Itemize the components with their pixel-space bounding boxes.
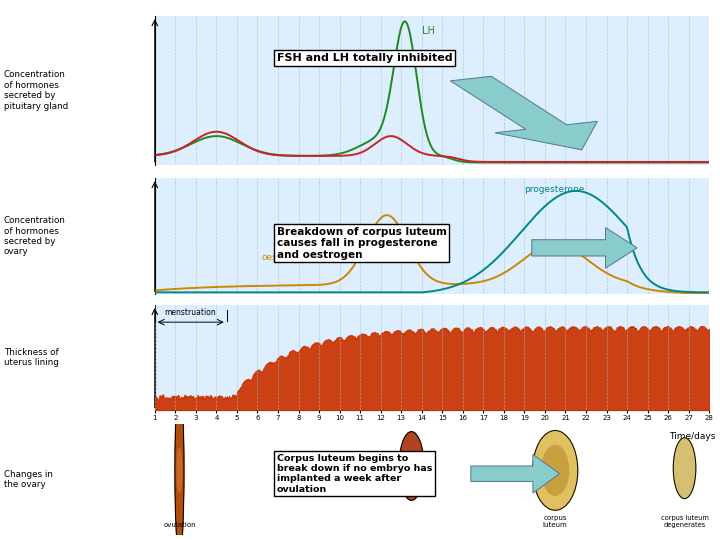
Ellipse shape [533,430,577,510]
Polygon shape [450,76,598,150]
Text: Breakdown of corpus luteum
causes fall in progesterone
and oestrogen: Breakdown of corpus luteum causes fall i… [276,227,446,260]
Text: Concentration
of hormones
secreted by
pituitary gland: Concentration of hormones secreted by pi… [4,70,68,111]
Ellipse shape [542,446,569,495]
Ellipse shape [175,385,184,540]
Ellipse shape [177,449,181,492]
Text: corpus luteum
degenerates: corpus luteum degenerates [661,515,708,528]
Ellipse shape [673,438,696,498]
Text: Time/days: Time/days [669,433,716,442]
Text: Corpus luteum begins to
break down if no embryo has
implanted a week after
ovula: Corpus luteum begins to break down if no… [276,454,432,494]
Text: Concentration
of hormones
secreted by
ovary: Concentration of hormones secreted by ov… [4,216,66,256]
Text: ovulation: ovulation [163,522,196,528]
Text: corpus
luteum: corpus luteum [543,515,567,528]
Text: menstruation: menstruation [164,308,215,317]
Text: Thickness of
uterus lining: Thickness of uterus lining [4,348,58,367]
Text: progesterone: progesterone [524,185,585,194]
Text: LH: LH [422,25,435,36]
Text: Changes in
the ovary: Changes in the ovary [4,470,53,489]
Polygon shape [471,454,559,493]
Ellipse shape [399,431,424,500]
Polygon shape [532,227,637,268]
Text: oestrogen: oestrogen [261,253,307,262]
Text: FSH and LH totally inhibited: FSH and LH totally inhibited [276,53,452,63]
